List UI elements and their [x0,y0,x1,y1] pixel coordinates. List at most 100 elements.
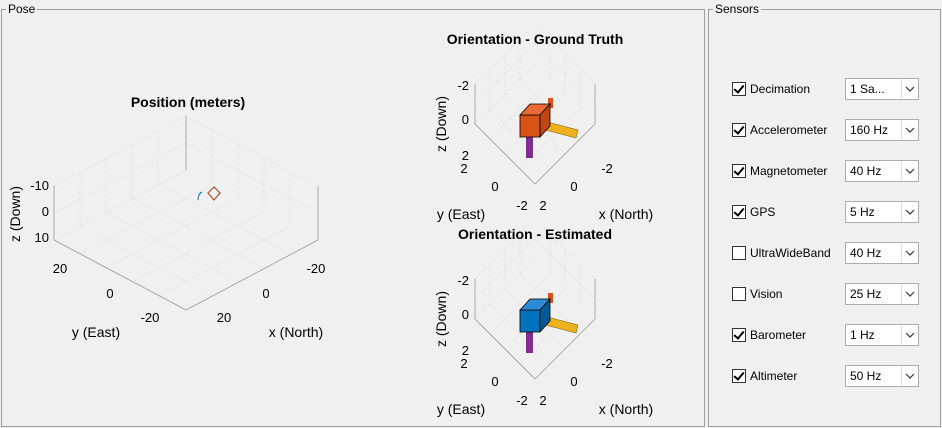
sensor-row-magnetometer: Magnetometer [732,160,827,182]
orientation-est-y-tick-1: 2 [460,356,467,371]
sensors-panel: Sensors [708,2,941,427]
pose-panel: Pose [1,2,705,427]
orientation-est-z-tick-mid: 0 [462,307,469,322]
gps-checkbox[interactable] [732,205,746,219]
barometer-rate-value: 1 Hz [850,328,875,342]
magnetometer-rate-dropdown[interactable]: 40 Hz [845,160,919,182]
chevron-down-icon[interactable] [901,79,918,99]
position-z-tick-top: -10 [30,178,49,193]
position-z-tick-mid: 0 [42,204,49,219]
orientation-gt-y-tick-3: -2 [516,198,528,213]
orientation-est-box [519,297,551,334]
sensors-panel-title: Sensors [713,2,762,16]
orientation-est-y-label: y (East) [437,401,485,417]
position-y-tick-1: 20 [53,261,67,276]
vision-label: Vision [750,287,783,301]
magnetometer-rate-value: 40 Hz [850,164,882,178]
position-x-label: x (North) [269,324,323,340]
pose-panel-title: Pose [6,2,38,16]
position-plot[interactable]: Position (meters) -10 0 10 z (Down) 20 0… [10,90,350,350]
orientation-est-x-tick-2: 0 [570,374,577,389]
orientation-gt-y-tick-1: 2 [460,161,467,176]
decimation-rate-value: 1 Sa... [850,82,885,96]
chevron-down-icon[interactable] [901,202,918,222]
position-title: Position (meters) [131,94,245,110]
orientation-ground-truth-plot[interactable]: Orientation - Ground Truth -2 0 2 z (Dow… [400,28,680,224]
position-grid [53,115,319,311]
altimeter-label: Altimeter [750,369,798,383]
decimation-rate-dropdown[interactable]: 1 Sa... [845,78,919,100]
orientation-est-title: Orientation - Estimated [458,226,612,242]
barometer-rate-dropdown[interactable]: 1 Hz [845,324,919,346]
orientation-gt-axes [474,84,596,185]
position-y-tick-2: 0 [106,286,113,301]
ultrawideband-rate-dropdown[interactable]: 40 Hz [845,242,919,264]
vision-checkbox[interactable] [732,287,746,301]
orientation-gt-y-tick-2: 0 [491,179,498,194]
gps-rate-dropdown[interactable]: 5 Hz [845,201,919,223]
orientation-est-x-tick-1: -2 [601,356,613,371]
vision-rate-value: 25 Hz [850,287,882,301]
accelerometer-label: Accelerometer [750,123,828,137]
gps-label: GPS [750,205,776,219]
chevron-down-icon[interactable] [901,325,918,345]
sensor-row-accelerometer: Accelerometer [732,119,827,141]
orientation-gt-z-arm [526,128,533,158]
orientation-est-y-arm [548,293,553,303]
orientation-gt-z-tick-mid: 0 [462,112,469,127]
position-y-tick-3: -20 [141,310,160,325]
chevron-down-icon[interactable] [901,161,918,181]
orientation-gt-z-tick-bot: 2 [462,148,469,163]
orientation-gt-z-tick-top: -2 [457,78,469,93]
gps-rate-value: 5 Hz [850,205,875,219]
magnetometer-label: Magnetometer [750,164,828,178]
ultrawideband-label: UltraWideBand [750,246,831,260]
orientation-est-x-label: x (North) [599,401,653,417]
chevron-down-icon[interactable] [901,120,918,140]
altimeter-checkbox[interactable] [732,369,746,383]
orientation-gt-z-label: z (Down) [433,96,449,152]
altimeter-rate-dropdown[interactable]: 50 Hz [845,365,919,387]
orientation-estimated-plot[interactable]: Orientation - Estimated -2 0 2 z (Down) … [400,223,680,419]
decimation-checkbox[interactable] [732,82,746,96]
orientation-est-x-tick-3: 2 [539,393,546,408]
trajectory-ground-truth [207,186,221,201]
ultrawideband-rate-value: 40 Hz [850,246,882,260]
orientation-gt-y-label: y (East) [437,206,485,222]
orientation-gt-x-tick-3: 2 [539,198,546,213]
vision-rate-dropdown[interactable]: 25 Hz [845,283,919,305]
decimation-label: Decimation [750,82,811,96]
position-x-tick-1: -20 [307,261,326,276]
orientation-gt-box [519,102,551,139]
barometer-checkbox[interactable] [732,328,746,342]
magnetometer-checkbox[interactable] [732,164,746,178]
position-z-label: z (Down) [10,186,23,242]
sensor-row-gps: GPS [732,201,775,223]
chevron-down-icon[interactable] [901,366,918,386]
ultrawideband-checkbox[interactable] [732,246,746,260]
sensor-row-ultrawideband: UltraWideBand [732,242,831,264]
trajectory-estimated [197,191,203,201]
altimeter-rate-value: 50 Hz [850,369,882,383]
position-axes [53,116,319,311]
barometer-label: Barometer [750,328,807,342]
sensor-row-vision: Vision [732,283,782,305]
orientation-gt-x-label: x (North) [599,206,653,222]
accelerometer-checkbox[interactable] [732,123,746,137]
orientation-gt-title: Orientation - Ground Truth [447,31,624,47]
orientation-gt-x-tick-2: 0 [570,179,577,194]
sensor-row-altimeter: Altimeter [732,365,797,387]
orientation-gt-y-arm [548,98,553,108]
accelerometer-rate-dropdown[interactable]: 160 Hz [845,119,919,141]
sensor-row-decimation: Decimation [732,78,810,100]
chevron-down-icon[interactable] [901,243,918,263]
position-z-tick-bot: 10 [35,230,49,245]
orientation-est-z-tick-top: -2 [457,273,469,288]
orientation-est-axes [474,279,596,380]
accelerometer-rate-value: 160 Hz [850,123,889,137]
orientation-est-z-tick-bot: 2 [462,343,469,358]
orientation-est-z-label: z (Down) [433,291,449,347]
chevron-down-icon[interactable] [901,284,918,304]
orientation-est-y-tick-2: 0 [491,374,498,389]
orientation-est-z-arm [526,323,533,353]
